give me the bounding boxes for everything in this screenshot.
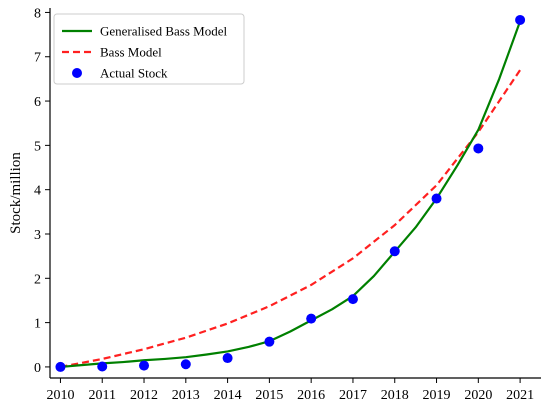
generalised-bass-model-line xyxy=(60,20,522,369)
x-tick-label: 2018 xyxy=(381,388,409,403)
x-tick-label: 2021 xyxy=(506,388,534,403)
legend: Generalised Bass Model Bass Model Actual S… xyxy=(53,13,245,85)
y-tick-label: 8 xyxy=(34,6,41,21)
x-tick-label: 2013 xyxy=(172,388,200,403)
actual-stock-point xyxy=(473,143,484,154)
x-tick-label: 2012 xyxy=(130,388,158,403)
actual-stock-point xyxy=(55,361,66,372)
legend-label: Generalised Bass Model xyxy=(100,24,227,39)
actual-stock-point xyxy=(389,246,400,257)
chart-series xyxy=(55,14,526,372)
y-tick-label: 5 xyxy=(34,139,41,154)
actual-stock-point xyxy=(306,313,317,324)
x-tick-label: 2017 xyxy=(339,388,367,403)
legend-item-bass-model: Bass Model xyxy=(62,45,162,60)
y-tick-label: 2 xyxy=(34,272,41,287)
chart-axes xyxy=(49,8,541,379)
actual-stock-point xyxy=(347,294,358,305)
bass-model-line xyxy=(60,69,522,369)
x-tick-label: 2015 xyxy=(255,388,283,403)
actual-stock-point xyxy=(97,361,108,372)
x-tick-label: 2019 xyxy=(423,388,451,403)
actual-stock-point xyxy=(264,336,275,347)
legend-label: Actual Stock xyxy=(100,66,168,81)
legend-item-generalised-bass-model: Generalised Bass Model xyxy=(62,24,227,39)
x-tick-label: 2010 xyxy=(46,388,74,403)
y-tick-label: 6 xyxy=(34,95,41,110)
actual-stock-point xyxy=(222,353,233,364)
y-tick-label: 4 xyxy=(34,184,41,199)
y-tick-label: 1 xyxy=(34,317,41,332)
x-tick-label: 2020 xyxy=(464,388,492,403)
legend-frame xyxy=(53,13,245,85)
x-tick-label: 2011 xyxy=(88,388,115,403)
x-tick-label: 2016 xyxy=(297,388,325,403)
actual-stock-point xyxy=(515,14,526,25)
y-tick-label: 3 xyxy=(34,228,41,243)
legend-label: Bass Model xyxy=(100,45,162,60)
x-tick-label: 2014 xyxy=(214,388,242,403)
legend-marker xyxy=(72,68,82,78)
actual-stock-point xyxy=(180,359,191,370)
y-axis-label: Stock/million xyxy=(8,152,24,234)
legend-item-actual-stock: Actual Stock xyxy=(72,66,168,81)
actual-stock-point xyxy=(431,193,442,204)
y-tick-label: 7 xyxy=(34,51,41,66)
chart-ticks: 2010 2011 2012 2013 2014 2015 2016 2017 2018 2019… xyxy=(34,6,534,403)
y-tick-label: 0 xyxy=(34,361,41,376)
actual-stock-point xyxy=(139,360,150,371)
